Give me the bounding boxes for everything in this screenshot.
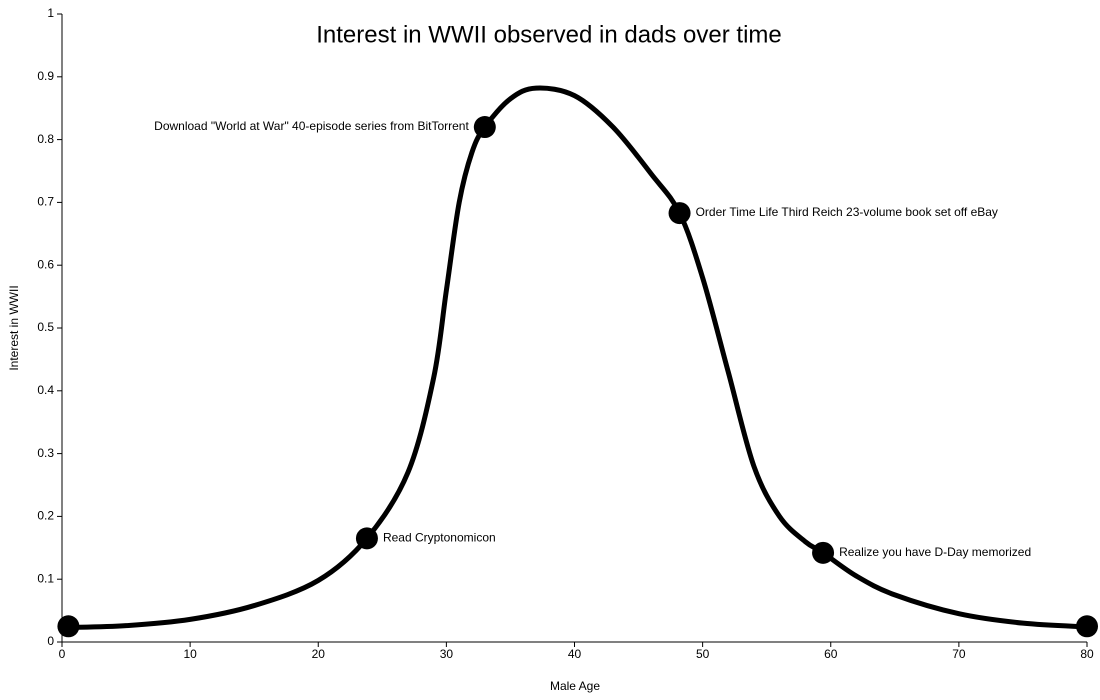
x-axis-label: Male Age — [550, 679, 600, 693]
y-tick-label: 0.7 — [37, 195, 54, 209]
y-tick-label: 0.9 — [37, 69, 54, 83]
x-tick-label: 20 — [312, 647, 326, 661]
chart-title: Interest in WWII observed in dads over t… — [316, 21, 782, 48]
marker — [57, 615, 80, 638]
annotation: Download "World at War" 40-episode serie… — [154, 119, 469, 133]
y-tick-label: 1 — [47, 6, 54, 20]
x-tick-label: 10 — [183, 647, 197, 661]
y-tick-label: 0.8 — [37, 132, 54, 146]
x-tick-label: 40 — [568, 647, 582, 661]
x-tick-label: 80 — [1080, 647, 1094, 661]
x-tick-label: 60 — [824, 647, 838, 661]
marker — [473, 116, 496, 139]
marker — [812, 541, 835, 564]
y-tick-label: 0.2 — [37, 509, 54, 523]
marker — [668, 202, 691, 225]
marker — [355, 527, 378, 550]
y-axis-label: Interest in WWII — [7, 285, 21, 370]
y-tick-label: 0.5 — [37, 320, 54, 334]
annotation: Read Cryptonomicon — [383, 531, 496, 545]
y-tick-label: 0.4 — [37, 383, 54, 397]
x-tick-label: 70 — [952, 647, 966, 661]
annotation: Realize you have D-Day memorized — [839, 545, 1031, 559]
x-tick-label: 0 — [59, 647, 66, 661]
y-tick-label: 0.1 — [37, 571, 54, 585]
x-tick-label: 30 — [440, 647, 454, 661]
marker — [1076, 615, 1098, 638]
annotation: Order Time Life Third Reich 23-volume bo… — [696, 205, 998, 219]
y-tick-label: 0.6 — [37, 257, 54, 271]
y-tick-label: 0.3 — [37, 446, 54, 460]
y-tick-label: 0 — [47, 634, 54, 648]
x-tick-label: 50 — [696, 647, 710, 661]
